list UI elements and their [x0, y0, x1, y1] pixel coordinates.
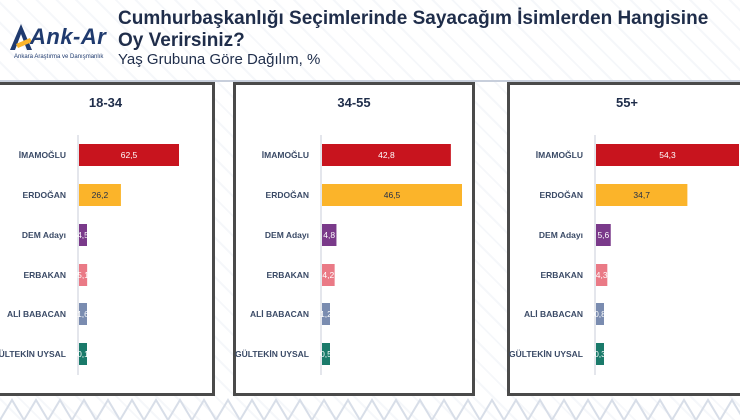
- value-label-erdogan: 46,5: [384, 190, 401, 200]
- category-label-erbakan: ERBAKAN: [267, 270, 310, 280]
- bar-erdogan: [596, 184, 688, 206]
- bar-i-mamoglu: [322, 144, 451, 166]
- chart-panel-55-plus: 55+ İMAMOĞLU 54,3 ERDOĞAN 34,7 DEM Adayı 5,6 E…: [507, 82, 740, 396]
- value-label-dem-adayi: 4,8: [323, 230, 335, 240]
- bar-i-mamoglu: [79, 144, 179, 166]
- bar-ali-babacan: [596, 303, 604, 325]
- page-subtitle: Yaş Grubuna Göre Dağılım, %: [118, 51, 321, 68]
- category-label-erbakan: ERBAKAN: [24, 270, 67, 280]
- category-label-gulteki-n-uysal: GÜLTEKİN UYSAL: [235, 349, 309, 359]
- category-label-erdogan: ERDOĞAN: [540, 189, 583, 200]
- panel-title: 18-34: [88, 95, 123, 110]
- value-label-erdogan: 26,2: [92, 190, 109, 200]
- bar-gulteki-n-uysal: [79, 343, 87, 365]
- page-title: Cumhurbaşkanlığı Seçimlerinde Sayacağım …: [118, 8, 709, 51]
- value-label-dem-adayi: 5,6: [597, 230, 609, 240]
- category-label-i-mamoglu: İMAMOĞLU: [19, 149, 66, 160]
- bar-dem-adayi: [596, 224, 611, 246]
- value-label-i-mamoglu: 54,3: [659, 150, 676, 160]
- value-label-ali-babacan: 1,2: [320, 309, 332, 319]
- bar-i-mamoglu: [596, 144, 739, 166]
- panel-title: 34-55: [337, 95, 371, 110]
- value-label-gulteki-n-uysal: 0,1: [77, 349, 89, 359]
- bar-chart-34-55: İMAMOĞLU 42,8 ERDOĞAN 46,5 DEM Adayı 4,8 ERBAK…: [235, 135, 462, 375]
- bar-erbakan: [322, 264, 335, 286]
- category-label-erdogan: ERDOĞAN: [23, 189, 66, 200]
- logo-subtext: Ankara Araştırma ve Danışmanlık: [14, 54, 104, 60]
- bar-erdogan: [79, 184, 121, 206]
- bar-chart-18-34: İMAMOĞLU 62,5 ERDOĞAN 26,2 DEM Adayı 4,5 ERBAK…: [0, 135, 179, 375]
- bar-dem-adayi: [79, 224, 87, 246]
- bar-dem-adayi: [322, 224, 337, 246]
- chart-panel-34-55: 34-55 İMAMOĞLU 42,8 ERDOĞAN 46,5 DEM Adayı 4,…: [233, 82, 475, 396]
- value-label-erdogan: 34,7: [633, 190, 650, 200]
- bar-chart-55-plus: İMAMOĞLU 54,3 ERDOĞAN 34,7 DEM Adayı 5,6 ERBAK…: [509, 135, 739, 375]
- logo-icon: [10, 24, 32, 50]
- bar-erdogan: [322, 184, 462, 206]
- category-label-dem-adayi: DEM Adayı: [22, 230, 66, 240]
- bar-erbakan: [79, 264, 88, 286]
- bar-erbakan: [596, 264, 608, 286]
- category-label-erdogan: ERDOĞAN: [266, 189, 309, 200]
- category-label-erbakan: ERBAKAN: [541, 270, 584, 280]
- bar-ali-babacan: [79, 303, 87, 325]
- category-label-ali-babacan: ALİ BABACAN: [524, 309, 583, 319]
- value-label-gulteki-n-uysal: 0,3: [594, 349, 606, 359]
- value-label-i-mamoglu: 62,5: [121, 150, 138, 160]
- value-label-ali-babacan: 1,6: [77, 309, 89, 319]
- bar-ali-babacan: [322, 303, 330, 325]
- value-label-dem-adayi: 4,5: [77, 230, 89, 240]
- logo-text: Ank-Ar: [30, 24, 107, 49]
- header: Ank-Ar Ankara Araştırma ve Danışmanlık C…: [0, 0, 740, 80]
- bar-gulteki-n-uysal: [596, 343, 604, 365]
- value-label-i-mamoglu: 42,8: [378, 150, 395, 160]
- category-label-ali-babacan: ALİ BABACAN: [250, 309, 309, 319]
- value-label-erbakan: 4,3: [596, 270, 608, 280]
- bar-gulteki-n-uysal: [322, 343, 330, 365]
- category-label-gulteki-n-uysal: GÜLTEKİN UYSAL: [509, 349, 583, 359]
- value-label-gulteki-n-uysal: 0,5: [320, 349, 332, 359]
- category-label-dem-adayi: DEM Adayı: [539, 230, 583, 240]
- panel-title: 55+: [615, 95, 639, 110]
- value-label-erbakan: 5,1: [77, 270, 89, 280]
- category-label-dem-adayi: DEM Adayı: [265, 230, 309, 240]
- footer-watermark-pattern: [0, 398, 740, 420]
- category-label-ali-babacan: ALİ BABACAN: [7, 309, 66, 319]
- value-label-erbakan: 4,2: [322, 270, 334, 280]
- category-label-gulteki-n-uysal: GÜLTEKİN UYSAL: [0, 349, 66, 359]
- category-label-i-mamoglu: İMAMOĞLU: [536, 149, 583, 160]
- logo: Ank-Ar Ankara Araştırma ve Danışmanlık: [8, 22, 120, 68]
- category-label-i-mamoglu: İMAMOĞLU: [262, 149, 309, 160]
- header-divider: [0, 80, 740, 82]
- value-label-ali-babacan: 0,8: [594, 309, 606, 319]
- chart-panel-18-34: 18-34 İMAMOĞLU 62,5 ERDOĞAN 26,2 DEM Adayı 4,…: [0, 82, 215, 396]
